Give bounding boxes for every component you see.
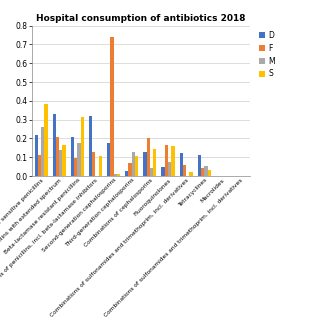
Bar xyxy=(147,138,150,176)
Bar xyxy=(117,174,120,176)
Bar xyxy=(165,145,168,176)
Bar xyxy=(114,174,117,176)
Bar xyxy=(59,150,62,176)
Bar xyxy=(62,145,66,176)
Title: Hospital consumption of antibiotics 2018: Hospital consumption of antibiotics 2018 xyxy=(36,14,245,23)
Legend: D, F, M, S: D, F, M, S xyxy=(258,29,276,80)
Bar xyxy=(125,171,128,176)
Bar xyxy=(74,158,77,176)
Bar xyxy=(204,166,208,176)
Bar xyxy=(81,117,84,176)
Bar xyxy=(208,170,211,176)
Bar xyxy=(153,149,156,176)
Bar xyxy=(183,165,186,176)
Bar xyxy=(201,168,204,176)
Bar xyxy=(189,172,193,176)
Bar xyxy=(41,127,44,176)
Bar xyxy=(99,156,102,176)
Bar xyxy=(132,152,135,176)
Bar xyxy=(89,116,92,176)
Bar xyxy=(92,152,95,176)
Bar xyxy=(77,143,81,176)
Bar xyxy=(171,146,174,176)
Bar xyxy=(56,137,59,176)
Bar xyxy=(107,143,110,176)
Bar xyxy=(110,37,114,176)
Bar xyxy=(44,104,48,176)
Bar xyxy=(168,162,171,176)
Bar xyxy=(143,152,147,176)
Bar xyxy=(162,167,165,176)
Bar xyxy=(150,168,153,176)
Bar xyxy=(128,163,132,176)
Bar xyxy=(135,156,138,176)
Bar xyxy=(180,153,183,176)
Bar xyxy=(71,137,74,176)
Bar xyxy=(38,155,41,176)
Bar xyxy=(198,155,201,176)
Bar xyxy=(35,135,38,176)
Bar xyxy=(53,114,56,176)
